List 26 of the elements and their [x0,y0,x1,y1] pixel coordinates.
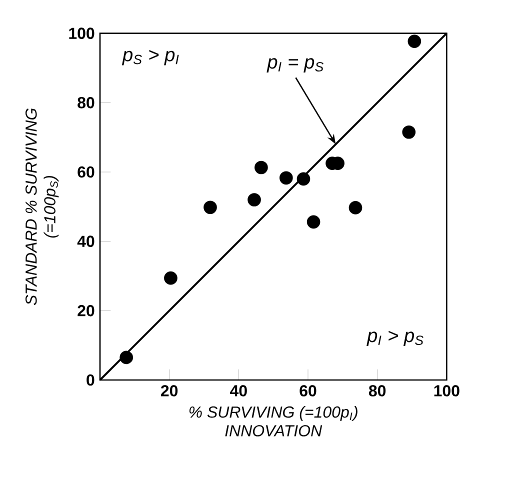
x-tick-label: 60 [300,385,316,396]
point [408,34,422,48]
point [254,160,268,174]
y-tick-label: 20 [78,305,94,316]
point [296,172,310,186]
annotation: p$_{I}$ = p$_{S}$ [266,58,324,72]
x-tick-label: 80 [368,385,386,396]
point [204,200,217,214]
y-tick-label: 60 [78,166,94,178]
point [348,201,362,214]
annotation: p$_{I}$ > p$_{S}$ [366,330,424,346]
point [306,215,320,229]
x-tick-label: 40 [230,385,247,396]
annotation: p$_{S}$ > p$_{I}$ [122,50,179,66]
point [279,171,293,185]
x-tick-label: 100 [434,385,460,396]
point [164,271,178,285]
text: % SURVIVING (=100p$_{I}$) INNOVATION [189,406,358,436]
y-tick-label: 0 [86,374,94,386]
y-tick-label: 40 [77,236,94,247]
x-tick-label: 20 [161,385,178,396]
point [120,350,134,364]
point [402,125,416,139]
point [248,193,261,206]
y-tick-label: 100 [69,28,94,39]
y-tick-label: 80 [78,97,94,108]
